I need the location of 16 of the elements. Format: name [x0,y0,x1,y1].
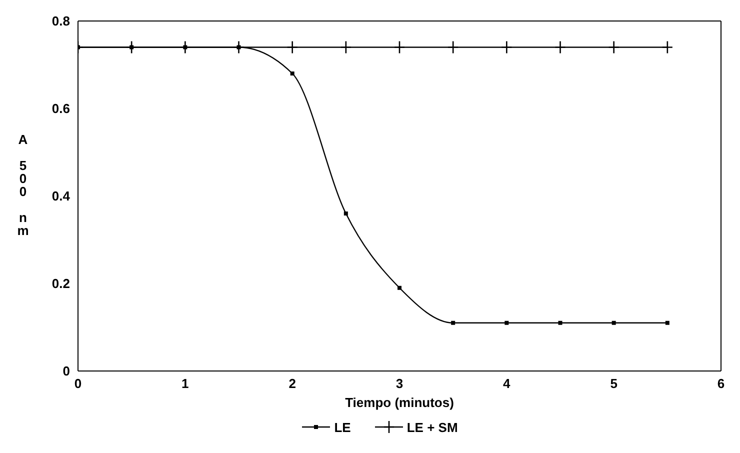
x-tick-label: 2 [288,376,296,392]
y-axis-title: A 500 nm [17,132,29,238]
x-tick-label: 5 [610,376,618,392]
x-axis-title: Tiempo (minutos) [345,395,454,410]
x-tick-label: 4 [503,376,512,392]
legend-label: LE [334,420,351,434]
y-tick-label: 0.4 [52,188,71,204]
x-tick-label: 1 [182,376,189,392]
x-tick-label: 6 [717,376,725,392]
y-tick-label: 0.8 [52,14,70,29]
y-tick-label: 0.6 [52,101,70,116]
y-tick-label: 0 [62,364,70,379]
x-tick-label: 0 [74,376,82,392]
y-tick-label: 0.2 [52,276,70,292]
legend-label: LE + SM [406,420,458,434]
x-tick-label: 3 [396,376,404,392]
